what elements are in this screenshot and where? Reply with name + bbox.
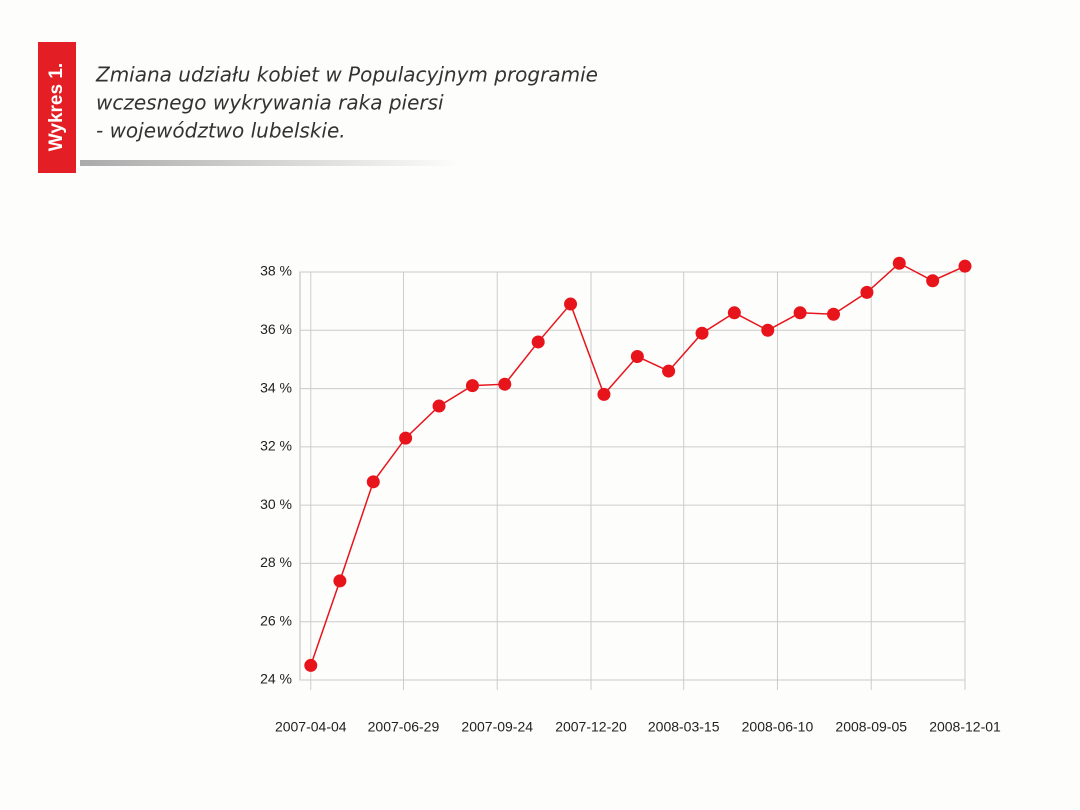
point xyxy=(531,335,545,349)
y-tick-label: 30 % xyxy=(260,496,292,512)
y-tick-label: 28 % xyxy=(260,554,292,570)
point xyxy=(498,377,512,391)
point xyxy=(926,274,940,288)
title-rule xyxy=(80,160,460,166)
point xyxy=(465,379,479,393)
y-tick-label: 26 % xyxy=(260,612,292,628)
x-tick-label: 2008-06-10 xyxy=(742,719,814,735)
x-tick-label: 2008-09-05 xyxy=(835,719,907,735)
badge xyxy=(38,42,76,173)
point xyxy=(958,259,972,273)
point xyxy=(793,306,807,320)
point xyxy=(399,431,413,445)
x-tick-label: 2007-04-04 xyxy=(275,719,347,735)
y-tick-label: 34 % xyxy=(260,379,292,395)
x-tick-label: 2007-12-20 xyxy=(555,719,627,735)
x-tick-label: 2007-09-24 xyxy=(461,719,533,735)
point xyxy=(662,364,676,378)
point xyxy=(695,326,709,340)
point xyxy=(333,574,347,588)
point xyxy=(761,323,775,337)
badge-text: Wykres 1. xyxy=(46,63,67,151)
x-tick-label: 2008-12-01 xyxy=(929,719,1001,735)
chart-title: - województwo lubelskie. xyxy=(96,119,346,143)
y-tick-label: 36 % xyxy=(260,321,292,337)
chart-title: Zmiana udziału kobiet w Populacyjnym pro… xyxy=(95,63,598,87)
point xyxy=(630,350,644,364)
point xyxy=(304,658,318,672)
point xyxy=(366,475,380,489)
y-tick-label: 32 % xyxy=(260,438,292,454)
point xyxy=(597,387,611,401)
point xyxy=(432,399,446,413)
point xyxy=(892,256,906,270)
chart-title: wczesnego wykrywania raka piersi xyxy=(96,91,444,115)
point xyxy=(727,306,741,320)
y-tick-label: 38 % xyxy=(260,263,292,279)
point xyxy=(860,285,874,299)
point xyxy=(827,307,841,321)
plot-frame xyxy=(299,271,966,681)
y-tick-label: 24 % xyxy=(260,671,292,687)
point xyxy=(564,297,578,311)
x-tick-label: 2008-03-15 xyxy=(648,719,720,735)
x-tick-label: 2007-06-29 xyxy=(368,719,440,735)
line xyxy=(310,262,966,666)
